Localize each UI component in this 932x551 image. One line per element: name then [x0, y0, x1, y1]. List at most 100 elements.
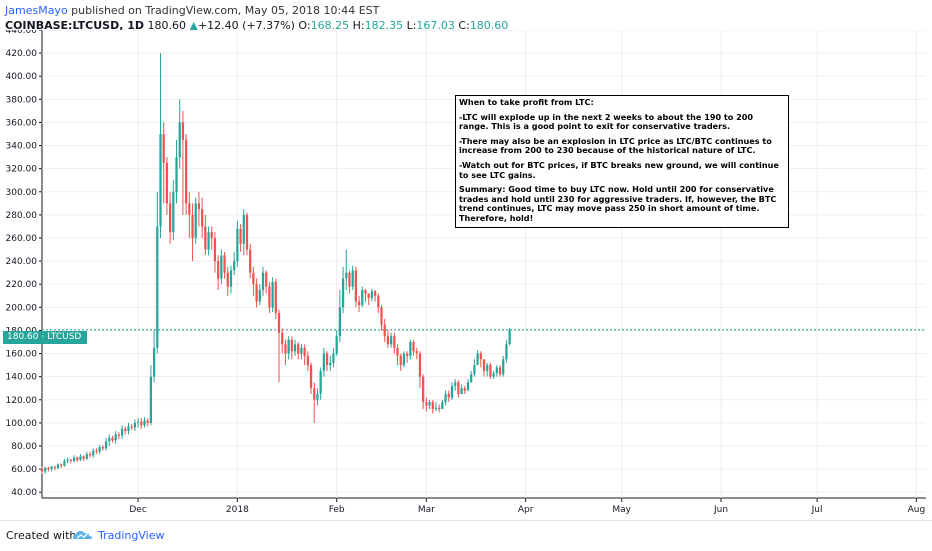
candle-body: [274, 281, 277, 314]
candle-body: [303, 347, 306, 356]
author-link[interactable]: JamesMayo: [5, 4, 68, 17]
candle-body: [56, 464, 60, 468]
chart-header: JamesMayo published on TradingView.com, …: [5, 3, 925, 33]
created-with-label: Created with: [6, 529, 77, 542]
open-label: O:: [298, 19, 311, 32]
candle-body: [242, 214, 245, 244]
tradingview-logo-icon[interactable]: [72, 527, 94, 543]
candle-body: [229, 270, 233, 287]
candle-body: [201, 209, 204, 227]
candle-body: [466, 382, 470, 391]
candle-body: [322, 353, 325, 371]
candle-body: [92, 450, 95, 456]
publish-line: JamesMayo published on TradingView.com, …: [5, 3, 925, 18]
candle-body: [149, 376, 153, 423]
candle-body: [69, 459, 72, 462]
candle-body: [268, 286, 271, 308]
candle-body: [101, 447, 104, 449]
candle-body: [207, 232, 210, 250]
note-paragraph-1: -LTC will explode up in the next 2 weeks…: [459, 111, 754, 132]
chart-area[interactable]: 40.00 60.00 80.00 100.00 120.00 140.00 160.00 1…: [0, 26, 932, 520]
annotation-note[interactable]: When to take profit from LTC: -LTC will …: [455, 95, 789, 228]
candle-body: [373, 291, 377, 296]
candle-body: [425, 402, 428, 406]
y-tick-label: 260.00: [6, 234, 38, 244]
candle-body: [444, 394, 447, 403]
candle-body: [178, 122, 181, 158]
x-tick-label: Dec: [129, 505, 146, 515]
candle-body: [412, 342, 415, 352]
candle-body: [127, 426, 130, 431]
candle-body: [181, 122, 185, 140]
candle-body: [431, 402, 434, 410]
candle-body: [220, 255, 223, 279]
last-price: 180.60: [147, 19, 187, 32]
candle-body: [476, 353, 479, 366]
candle-body: [204, 226, 207, 250]
candle-body: [450, 385, 454, 398]
candle-body: [348, 272, 351, 287]
candle-body: [284, 344, 287, 354]
close-label: C:: [458, 19, 470, 32]
candle-body: [460, 388, 463, 394]
change-arrow-icon: ▲: [189, 19, 198, 32]
candle-body: [108, 437, 111, 442]
candle-body: [454, 382, 457, 386]
candle-body: [261, 272, 265, 290]
candle-body: [370, 291, 374, 299]
candle-body: [245, 214, 249, 250]
candle-body: [306, 355, 309, 366]
candle-body: [197, 203, 201, 210]
candle-body: [159, 134, 162, 227]
candle-body: [210, 232, 213, 238]
y-tick-label: 320.00: [6, 165, 38, 175]
footer: Created with TradingView: [0, 520, 932, 551]
y-tick-label: 240.00: [6, 257, 38, 267]
candle-body: [281, 332, 284, 345]
note-paragraph-3: -Watch out for BTC prices, if BTC breaks…: [459, 159, 779, 180]
candle-body: [143, 420, 146, 426]
candle-body: [367, 293, 370, 299]
candle-body: [293, 344, 297, 352]
y-tick-label: 40.00: [11, 488, 37, 498]
tradingview-link[interactable]: TradingView: [98, 529, 165, 542]
candle-body: [249, 249, 252, 273]
candlestick-chart[interactable]: 40.00 60.00 80.00 100.00 120.00 140.00 160.00 1…: [0, 26, 932, 520]
candle-body: [98, 447, 101, 452]
candle-body: [53, 466, 56, 468]
candle-body: [188, 203, 191, 215]
candle-body: [415, 351, 418, 354]
change-value: +12.40 (+7.37%): [197, 19, 295, 32]
candle-body: [441, 402, 444, 410]
candle-body: [357, 301, 361, 306]
candle-body: [457, 382, 460, 394]
candle-body: [136, 421, 140, 423]
high-value: 182.35: [364, 19, 404, 32]
candle-body: [168, 203, 172, 233]
publish-info: published on TradingView.com, May 05, 20…: [71, 4, 380, 17]
candle-body: [191, 214, 194, 238]
candle-body: [114, 434, 117, 441]
candle-body: [505, 344, 508, 360]
y-tick-label: 380.00: [6, 95, 38, 105]
candle-body: [364, 290, 367, 294]
x-tick-label: Jul: [811, 505, 823, 515]
candle-body: [152, 347, 156, 377]
y-tick-label: 200.00: [6, 303, 38, 313]
candle-body: [316, 394, 319, 400]
candle-body: [44, 467, 47, 472]
candle-body: [396, 347, 399, 356]
x-tick-label: Jun: [713, 505, 728, 515]
candle-body: [319, 370, 322, 394]
candle-body: [120, 428, 124, 436]
candle-body: [438, 407, 441, 410]
candle-body: [495, 367, 498, 374]
candle-body: [447, 394, 450, 398]
candle-body: [172, 191, 175, 233]
candle-body: [117, 434, 120, 436]
x-tick-label: Aug: [908, 505, 926, 515]
candle-body: [85, 454, 88, 459]
candle-body: [239, 228, 242, 244]
y-tick-label: 120.00: [6, 396, 38, 406]
candle-body: [76, 457, 79, 460]
